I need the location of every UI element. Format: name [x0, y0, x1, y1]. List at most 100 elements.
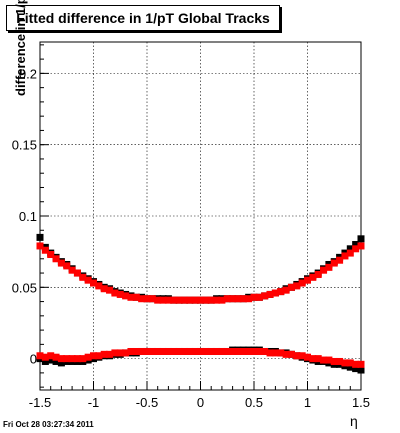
data-point-series-3 [143, 347, 151, 355]
data-point-series-1 [250, 293, 258, 301]
data-point-series-3 [336, 357, 344, 365]
data-point-series-1 [245, 295, 253, 303]
y-axis-label: difference in 1/pT [13, 0, 28, 96]
data-point-series-1 [336, 256, 344, 264]
data-point-series-3 [127, 347, 135, 355]
data-point-series-3 [100, 350, 108, 358]
data-point-series-1 [47, 251, 55, 259]
data-point-series-3 [213, 347, 221, 355]
chart-title: Fitted difference in 1/pT Global Tracks [6, 5, 280, 31]
x-tick-label: -1 [88, 395, 100, 410]
data-point-series-0 [36, 233, 44, 241]
data-point-series-1 [138, 295, 146, 303]
data-point-series-1 [186, 296, 194, 304]
data-point-series-2 [52, 357, 60, 365]
data-point-series-3 [63, 355, 71, 363]
data-point-series-3 [47, 352, 55, 360]
data-point-series-3 [36, 352, 44, 360]
data-point-series-3 [352, 360, 360, 368]
data-point-series-1 [197, 296, 204, 304]
data-point-series-3 [84, 353, 92, 361]
data-point-series-1 [180, 296, 188, 304]
data-point-series-1 [320, 266, 328, 274]
data-point-series-1 [175, 296, 183, 304]
data-point-series-3 [164, 347, 172, 355]
data-point-series-1 [84, 276, 92, 284]
data-point-series-1 [132, 293, 140, 301]
data-point-series-1 [271, 289, 279, 297]
x-tick-label: 1 [304, 395, 311, 410]
data-point-series-1 [148, 295, 156, 303]
data-point-series-1 [234, 295, 242, 303]
data-point-series-1 [266, 290, 274, 298]
data-point-series-3 [159, 347, 167, 355]
data-point-series-1 [170, 296, 178, 304]
data-point-series-1 [352, 245, 360, 253]
data-point-series-1 [122, 292, 130, 300]
data-point-series-1 [330, 259, 338, 267]
data-point-series-3 [245, 347, 253, 355]
data-point-series-3 [73, 355, 81, 363]
data-point-series-3 [68, 355, 76, 363]
data-point-series-1 [68, 266, 76, 274]
data-point-series-3 [90, 352, 97, 360]
x-tick-label: 0.5 [245, 395, 263, 410]
data-point-series-1 [106, 286, 114, 294]
data-points [36, 233, 365, 374]
data-point-series-3 [357, 360, 365, 368]
data-point-series-1 [239, 295, 247, 303]
data-point-series-3 [132, 347, 140, 355]
data-point-series-3 [122, 349, 130, 357]
y-tick-label: 0 [30, 352, 37, 367]
data-point-series-3 [79, 355, 87, 363]
data-point-series-3 [207, 347, 215, 355]
data-point-series-1 [325, 263, 333, 271]
data-point-series-2 [57, 359, 65, 367]
data-point-series-1 [304, 276, 311, 284]
data-point-series-1 [218, 296, 226, 304]
timestamp: Fri Oct 28 03:27:34 2011 [3, 420, 94, 429]
data-point-series-1 [127, 293, 135, 301]
data-point-series-3 [57, 355, 65, 363]
data-point-series-3 [261, 347, 269, 355]
data-point-series-1 [164, 296, 172, 304]
data-point-series-3 [95, 352, 103, 360]
data-point-series-1 [57, 259, 65, 267]
data-point-series-1 [229, 295, 237, 303]
data-point-series-0 [352, 241, 360, 249]
plot-frame [39, 41, 362, 391]
data-point-series-3 [325, 356, 333, 364]
y-tick-label: 0.2 [19, 66, 37, 81]
data-point-series-1 [255, 293, 263, 301]
data-point-series-1 [100, 285, 108, 293]
data-point-series-1 [159, 296, 167, 304]
data-point-series-3 [138, 347, 146, 355]
data-point-series-1 [287, 283, 295, 291]
data-point-series-3 [309, 355, 317, 363]
data-point-series-1 [95, 282, 103, 290]
data-point-series-3 [234, 347, 242, 355]
data-point-series-3 [277, 349, 285, 357]
y-tick-label: 0.15 [12, 138, 37, 153]
data-point-series-1 [36, 242, 44, 250]
data-point-series-3 [218, 347, 226, 355]
data-point-series-3 [175, 347, 183, 355]
data-point-series-1 [261, 292, 269, 300]
data-point-series-2 [352, 365, 360, 373]
data-point-series-3 [320, 356, 328, 364]
data-point-series-3 [287, 350, 295, 358]
data-point-series-3 [106, 350, 114, 358]
x-axis-label: η [350, 413, 358, 429]
x-tick-label: 1.5 [352, 395, 370, 410]
data-point-series-0 [346, 245, 354, 253]
tick-labels: -1.5 -1 -0.5 0 0.5 1 1.5 0 0.05 0.1 0.15 0.2 [12, 66, 370, 410]
data-point-series-1 [79, 273, 87, 281]
data-point-series-1 [277, 288, 285, 296]
data-point-series-1 [202, 296, 210, 304]
data-point-series-3 [271, 349, 279, 357]
data-point-series-3 [52, 353, 60, 361]
data-point-series-2 [346, 363, 354, 371]
data-point-series-3 [148, 347, 156, 355]
data-point-series-1 [41, 246, 49, 254]
